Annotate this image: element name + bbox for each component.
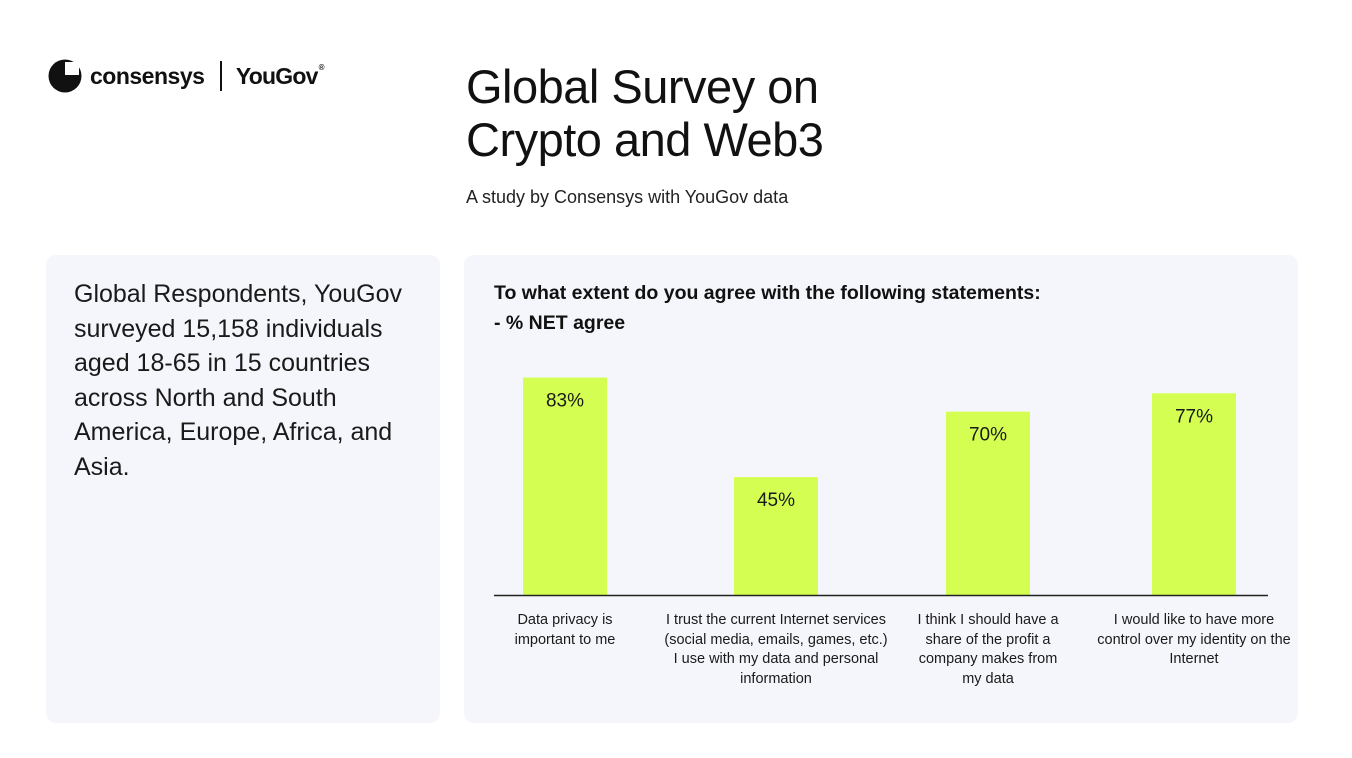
yougov-wordmark: YouGov® (235, 62, 325, 90)
bar-value-label-3: 70% (969, 425, 1007, 446)
category-label-1: Data privacy is important to me (514, 612, 616, 648)
category-label-2: I trust the current Internet services (s… (664, 612, 888, 687)
category-label-3: I think I should have a share of the pro… (917, 612, 1059, 687)
chart-title: To what extent do you agree with the fol… (494, 278, 1274, 338)
consensys-wordmark: consensys (90, 62, 205, 89)
page-title-line-2: Crypto and Web3 (466, 113, 824, 166)
bar-1 (523, 377, 607, 595)
bar-3 (946, 411, 1030, 595)
bar-4 (1152, 393, 1236, 595)
bar-chart: 83% 45% 70% 77% (494, 377, 1268, 597)
yougov-text: YouGov (235, 62, 318, 89)
page-title: Global Survey on Crypto and Web3 (466, 60, 824, 166)
page-subtitle: A study by Consensys with YouGov data (466, 187, 789, 207)
bar-value-label-2: 45% (757, 490, 795, 511)
registered-mark: ® (318, 62, 325, 72)
bar-value-label-1: 83% (546, 391, 584, 412)
bar-value-label-4: 77% (1175, 406, 1213, 427)
chart-title-line-2: - % NET agree (494, 312, 626, 334)
respondents-description: Global Respondents, YouGov surveyed 15,1… (74, 280, 403, 481)
chart-panel: To what extent do you agree with the fol… (464, 255, 1298, 723)
category-label-4: I would like to have more control over m… (1097, 612, 1291, 667)
logo-divider (220, 61, 222, 91)
respondents-panel: Global Respondents, YouGov surveyed 15,1… (46, 255, 440, 723)
page-title-line-1: Global Survey on (466, 60, 819, 113)
chart-title-line-1: To what extent do you agree with the fol… (494, 282, 1041, 304)
consensys-logo-icon (48, 59, 82, 93)
logo-row: consensys YouGov® (48, 58, 325, 94)
bar-2 (734, 477, 818, 595)
